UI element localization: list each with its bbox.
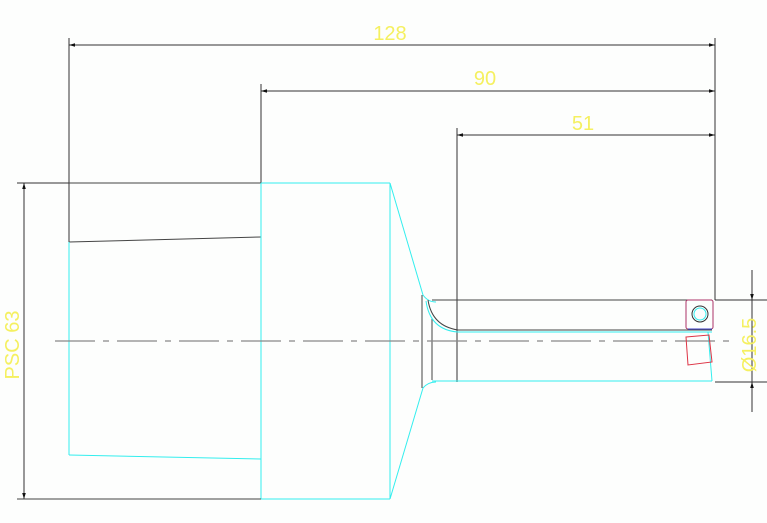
dimension-label-diameter: Ø16.5 [739,318,761,372]
dimension-diameter: Ø16.5 [715,270,767,412]
dimension-90: 90 [260,68,715,237]
dimension-label-51: 51 [572,113,594,135]
cutting-insert [685,299,714,366]
dimension-51: 51 [456,113,715,382]
dimension-128: 128 [68,23,716,300]
dimension-label-128: 128 [373,23,406,45]
dimension-label-90: 90 [474,68,496,90]
dimension-label-psc63: PSC 63 [2,311,24,380]
